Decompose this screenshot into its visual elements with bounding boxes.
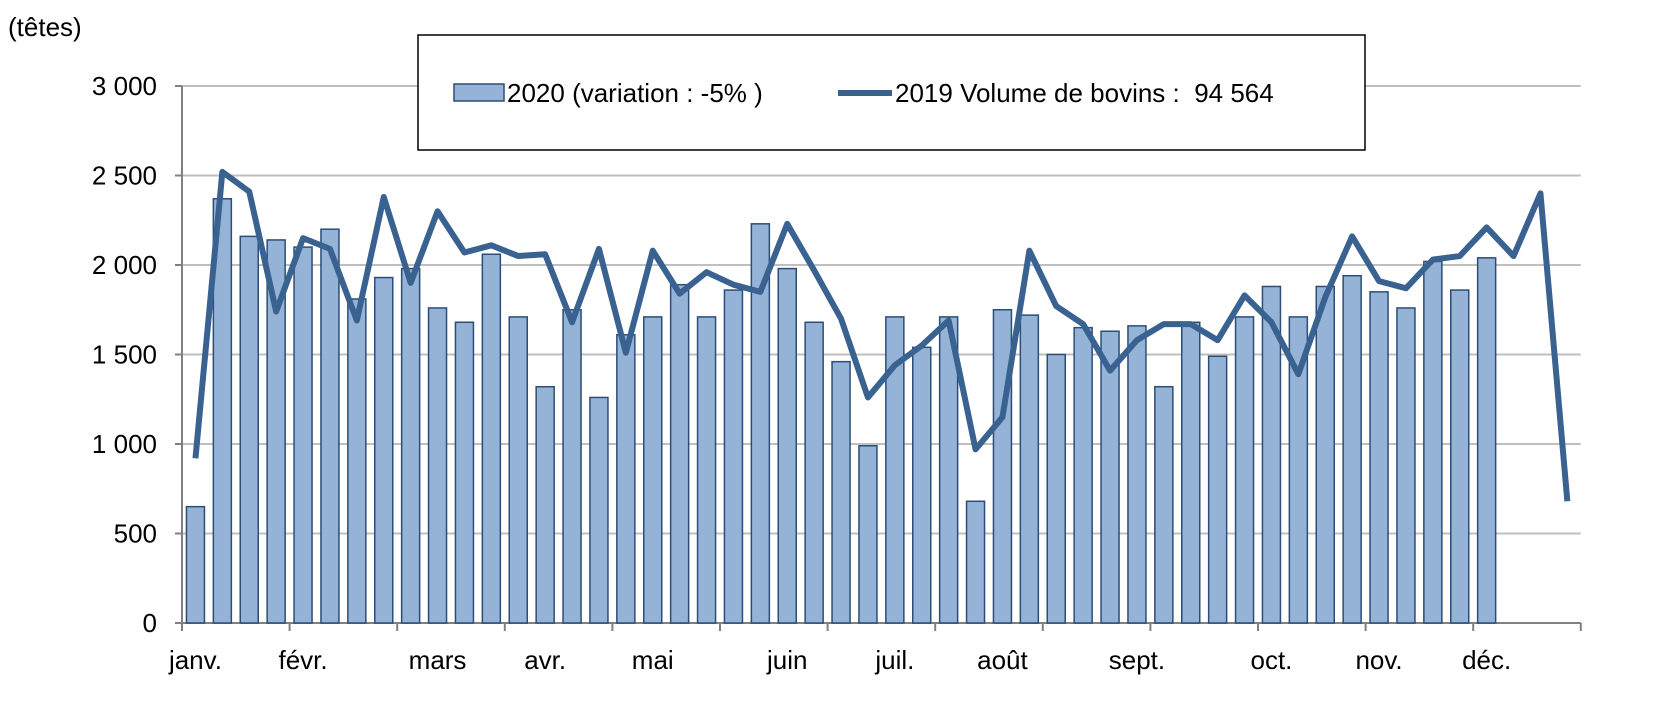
bar xyxy=(616,334,636,624)
bar xyxy=(992,309,1013,624)
bar xyxy=(589,396,609,624)
x-tick-label: juil. xyxy=(874,645,914,675)
x-tick-label: févr. xyxy=(278,645,327,675)
legend-label: 2020 (variation : -5% ) xyxy=(507,78,763,108)
bar xyxy=(1261,285,1282,624)
bar xyxy=(723,289,744,624)
bar xyxy=(1369,291,1389,624)
bar xyxy=(696,316,717,624)
x-tick-label: avr. xyxy=(524,645,566,675)
bar xyxy=(885,316,905,624)
x-tick-label: déc. xyxy=(1462,645,1511,675)
y-tick-label: 0 xyxy=(143,608,157,638)
legend-label: 2019 Volume de bovins : 94 564 xyxy=(895,78,1274,108)
bar xyxy=(938,316,959,624)
bar xyxy=(320,228,340,624)
bar xyxy=(1288,316,1309,624)
bar xyxy=(1154,385,1174,624)
y-tick-label: 1 000 xyxy=(92,429,157,459)
bar xyxy=(1127,325,1147,624)
bar xyxy=(347,298,367,624)
bar xyxy=(858,445,878,624)
x-tick-label: oct. xyxy=(1250,645,1292,675)
bar xyxy=(1046,353,1066,624)
y-tick-label: 2 500 xyxy=(92,161,157,191)
bar xyxy=(1476,257,1497,624)
bar xyxy=(1073,326,1093,624)
bar xyxy=(912,346,932,624)
bar xyxy=(1019,314,1040,624)
bar xyxy=(481,253,502,624)
line xyxy=(192,168,1571,502)
bar xyxy=(508,316,528,624)
x-tick-label: mars xyxy=(409,645,467,675)
bar xyxy=(831,360,851,624)
y-axis-label: (têtes) xyxy=(8,12,82,42)
bar xyxy=(454,321,475,624)
bar xyxy=(1207,355,1228,624)
bar xyxy=(643,316,663,624)
bar xyxy=(1342,274,1362,624)
bar xyxy=(374,276,394,624)
bar xyxy=(562,309,582,624)
bar xyxy=(1396,307,1416,624)
x-tick-label: août xyxy=(977,645,1028,675)
y-tick-label: 2 000 xyxy=(92,250,157,280)
bar xyxy=(185,505,206,624)
bar xyxy=(535,385,555,624)
bar xyxy=(1100,330,1120,624)
bar xyxy=(266,239,286,624)
bar xyxy=(777,267,797,624)
x-tick-label: mai xyxy=(632,645,674,675)
bar xyxy=(1234,316,1255,624)
y-tick-label: 500 xyxy=(114,519,157,549)
bar xyxy=(400,267,421,624)
x-tick-label: janv. xyxy=(168,645,222,675)
bar xyxy=(427,307,448,624)
bar xyxy=(239,235,259,624)
bar xyxy=(1315,285,1335,624)
bar xyxy=(750,223,771,624)
bar xyxy=(1423,260,1443,624)
y-tick-label: 1 500 xyxy=(92,340,157,370)
bar xyxy=(1181,321,1201,624)
legend-swatch xyxy=(453,83,505,102)
bar xyxy=(293,246,313,624)
bar xyxy=(669,283,690,624)
x-tick-label: nov. xyxy=(1355,645,1402,675)
x-tick-label: sept. xyxy=(1109,645,1165,675)
bar xyxy=(1450,289,1470,624)
bar xyxy=(804,321,824,624)
x-tick-label: juin xyxy=(766,645,807,675)
y-tick-label: 3 000 xyxy=(92,71,157,101)
bar xyxy=(965,500,986,624)
